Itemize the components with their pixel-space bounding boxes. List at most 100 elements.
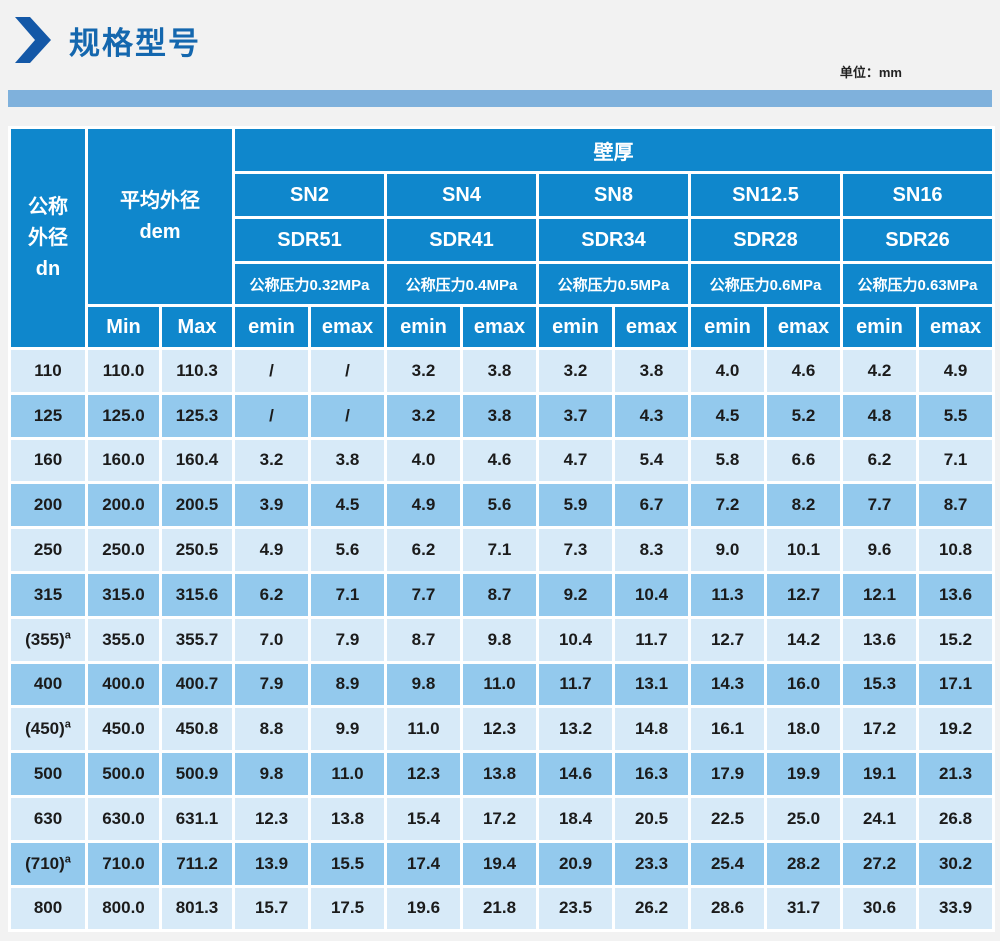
min-cell: 710.0 [85, 839, 162, 888]
emax-cell: 20.5 [612, 794, 691, 843]
emax-cell: 5.2 [764, 391, 843, 440]
min-cell: 160.0 [85, 436, 162, 485]
table-row: 800 800.0 801.3 15.7 17.5 19.6 21.8 23.5 26.2 28.… [8, 884, 996, 933]
page-title: 规格型号 [69, 25, 201, 61]
col-header-emin: emin [840, 304, 919, 350]
min-cell: 450.0 [85, 705, 162, 754]
table-row: 315 315.0 315.6 6.2 7.1 7.7 8.7 9.2 10.4 11.3 12.7… [8, 570, 996, 619]
emin-cell: 14.6 [536, 750, 615, 798]
min-cell: 400.0 [85, 660, 162, 709]
col-header-min: Min [85, 304, 162, 350]
emin-cell: 6.2 [384, 526, 463, 574]
emax-cell: 25.0 [764, 794, 843, 843]
emax-cell: 19.9 [764, 750, 843, 798]
emax-cell: 5.6 [308, 526, 387, 574]
emax-cell: 13.8 [460, 750, 539, 798]
header-row-sn: SN2 SN4 SN8 SN12.5 SN16 [10, 171, 996, 219]
max-cell: 160.4 [159, 436, 235, 485]
emax-cell: 7.9 [308, 615, 387, 664]
min-cell: 630.0 [85, 794, 162, 843]
max-cell: 355.7 [159, 615, 235, 664]
emin-cell: 9.0 [688, 526, 767, 574]
dn-cell: 200 [8, 481, 88, 530]
col-header-emax: emax [915, 304, 996, 350]
emin-cell: 28.6 [688, 884, 767, 933]
emax-cell: 4.6 [460, 436, 539, 485]
min-cell: 110.0 [85, 347, 162, 395]
emin-cell: 14.3 [688, 660, 767, 709]
emax-cell: 5.6 [460, 481, 539, 530]
col-header-max: Max [159, 304, 235, 350]
emin-cell: 7.9 [232, 660, 311, 709]
max-cell: 631.1 [159, 794, 235, 843]
emin-cell: 12.7 [688, 615, 767, 664]
col-header-sn: SN16 [839, 171, 996, 219]
table-row: 125 125.0 125.3//3.2 3.8 3.7 4.3 4.5 5.2 4.8 5.5 [8, 391, 996, 440]
emin-cell: 13.2 [536, 705, 615, 754]
col-header-dem: 平均外径 dem [85, 126, 235, 307]
col-header-pressure: 公称压力0.63MPa [839, 261, 996, 307]
emax-cell: 7.1 [460, 526, 539, 574]
table-row: (450)a 450.0 450.8 8.8 9.9 11.0 12.3 13.2 14.8 16… [8, 705, 996, 754]
emax-cell: 19.2 [915, 705, 996, 754]
emin-cell: 8.7 [384, 615, 463, 664]
header-row-sdr: SDR51 SDR41 SDR34 SDR28 SDR26 [10, 216, 996, 264]
table-row: 160 160.0 160.4 3.2 3.8 4.0 4.6 4.7 5.4 5.8 6.6 6.2… [8, 436, 996, 485]
emax-cell: 16.3 [612, 750, 691, 798]
dn-value: 400 [33, 674, 63, 694]
emax-cell: 8.7 [915, 481, 996, 530]
emin-cell: 6.2 [232, 570, 311, 619]
emax-cell: 15.2 [915, 615, 996, 664]
emax-cell: 4.3 [612, 391, 691, 440]
emin-cell: 11.7 [536, 660, 615, 709]
section-header: 规格型号 [0, 0, 1000, 63]
emin-cell: / [232, 391, 311, 440]
divider-bar [8, 90, 992, 107]
emin-cell: 11.0 [384, 705, 463, 754]
emin-cell: 4.8 [840, 391, 919, 440]
dn-cell: 500 [8, 750, 88, 798]
emin-cell: 7.0 [232, 615, 311, 664]
emax-cell: 8.2 [764, 481, 843, 530]
dn-cell: 250 [8, 526, 88, 574]
max-cell: 125.3 [159, 391, 235, 440]
emin-cell: 19.1 [840, 750, 919, 798]
emax-cell: 13.8 [308, 794, 387, 843]
emax-cell: 33.9 [915, 884, 996, 933]
emax-cell: 17.2 [460, 794, 539, 843]
col-header-pressure: 公称压力0.32MPa [232, 261, 387, 307]
table-row: 250 250.0 250.5 4.9 5.6 6.2 7.1 7.3 8.3 9.0 10.1 9.… [8, 526, 996, 574]
emin-cell: 4.9 [232, 526, 311, 574]
emax-cell: 17.5 [308, 884, 387, 933]
max-cell: 711.2 [159, 839, 235, 888]
emax-cell: 6.6 [764, 436, 843, 485]
emax-cell: 30.2 [915, 839, 996, 888]
emax-cell: 26.8 [915, 794, 996, 843]
col-header-sn: SN12.5 [688, 171, 843, 219]
emin-cell: 5.9 [536, 481, 615, 530]
min-cell: 315.0 [85, 570, 162, 619]
emin-cell: 9.8 [384, 660, 463, 709]
emin-cell: / [232, 347, 311, 395]
dn-footnote-marker: a [64, 718, 71, 731]
emin-cell: 15.7 [232, 884, 311, 933]
emin-cell: 5.8 [688, 436, 767, 485]
table-row: (710)a 710.0 711.2 13.9 15.5 17.4 19.4 20.9 23.3… [8, 839, 996, 888]
emin-cell: 8.8 [232, 705, 311, 754]
emax-cell: 18.0 [764, 705, 843, 754]
emin-cell: 4.2 [840, 347, 919, 395]
emax-cell: 13.1 [612, 660, 691, 709]
emin-cell: 4.7 [536, 436, 615, 485]
emin-cell: 15.3 [840, 660, 919, 709]
emax-cell: 4.9 [915, 347, 996, 395]
emin-cell: 7.7 [840, 481, 919, 530]
emax-cell: 13.6 [915, 570, 996, 619]
emin-cell: 11.3 [688, 570, 767, 619]
table-row: 630 630.0 631.1 12.3 13.8 15.4 17.2 18.4 20.5 22.… [8, 794, 996, 843]
emin-cell: 3.2 [536, 347, 615, 395]
dn-value: 110 [34, 360, 62, 380]
dn-cell: 160 [8, 436, 88, 485]
emax-cell: 8.9 [308, 660, 387, 709]
dn-cell: (710)a [8, 839, 88, 888]
emin-cell: 12.1 [840, 570, 919, 619]
